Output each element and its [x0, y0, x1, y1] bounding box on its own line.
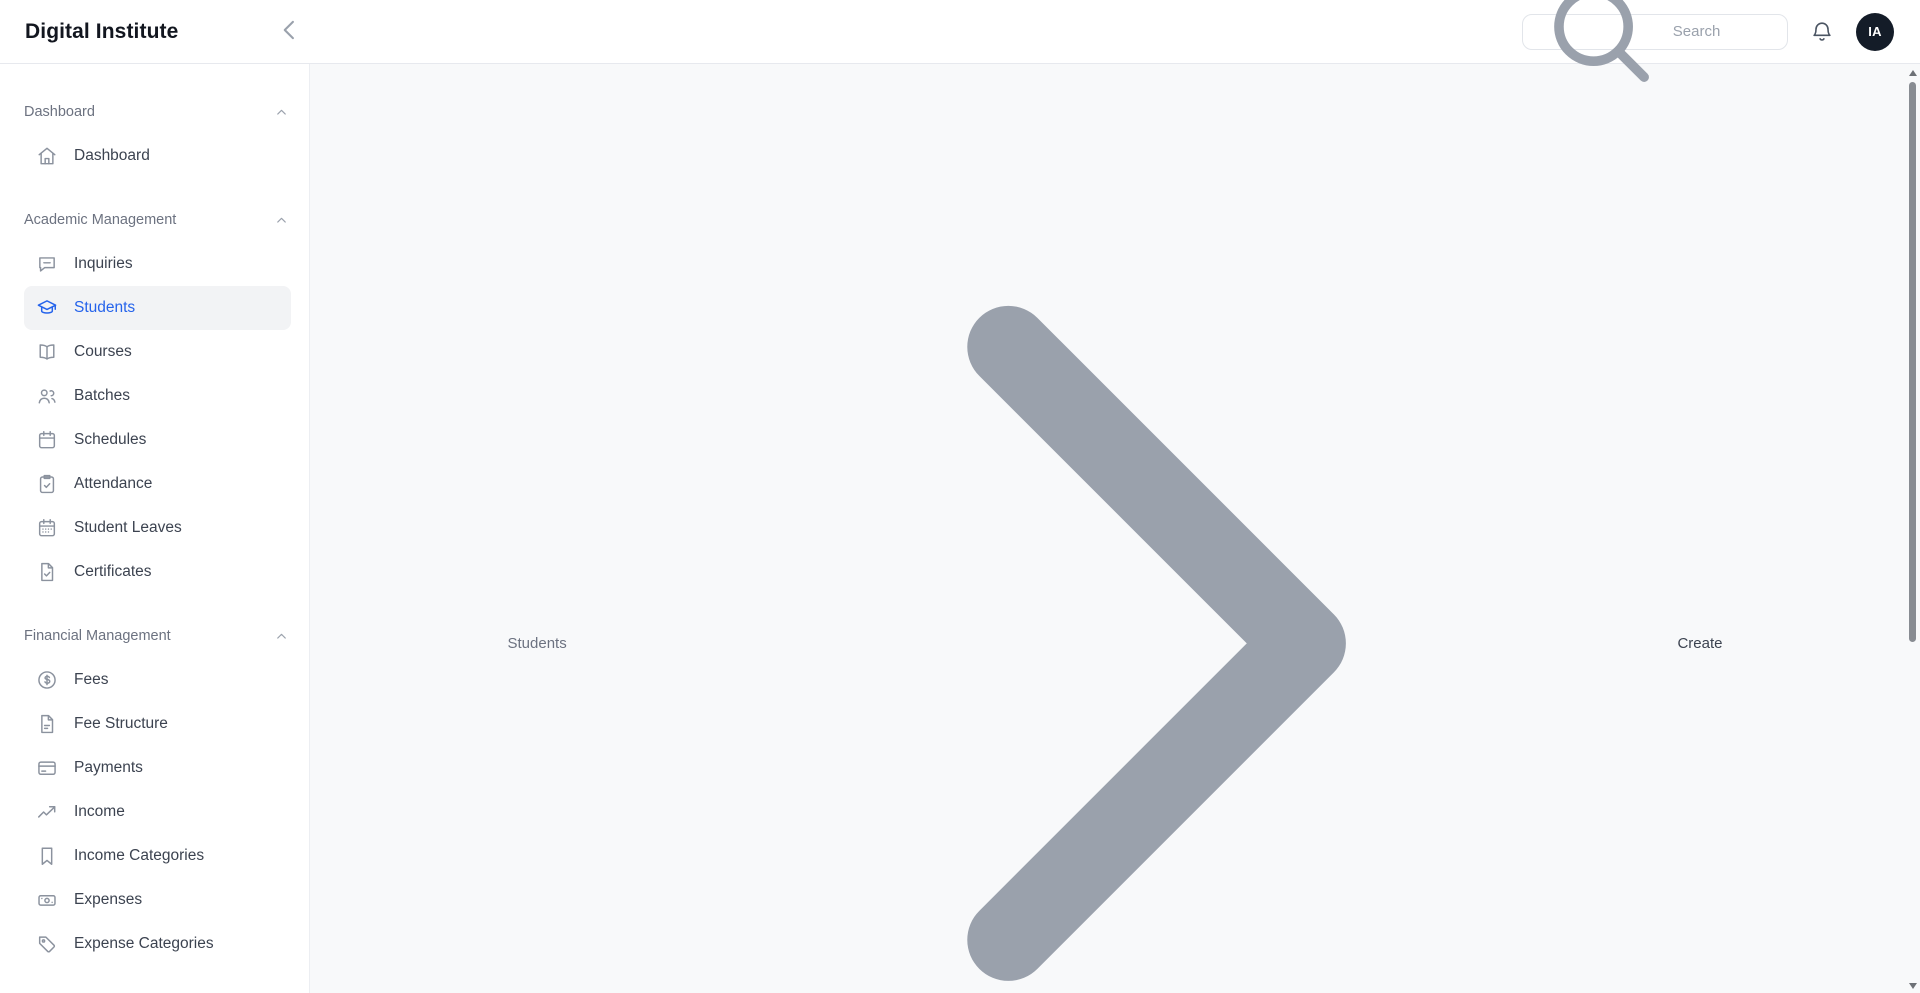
book-icon [36, 341, 58, 363]
sidebar-item-label: Inquiries [74, 255, 133, 272]
sidebar-section-academic-management: Academic Management Inquiries Students Cour… [24, 212, 291, 594]
trending-up-icon [36, 801, 58, 823]
chevron-up-icon [274, 213, 289, 228]
sidebar-section-header-academic-management[interactable]: Academic Management [24, 212, 291, 242]
doc-lines-icon [36, 713, 58, 735]
sidebar-item-label: Courses [74, 343, 132, 360]
sidebar-item-label: Dashboard [74, 147, 150, 164]
sidebar: Dashboard Dashboard Academic Management Inq… [0, 64, 310, 993]
sidebar-section-label: Financial Management [24, 628, 171, 644]
sidebar-item-batches[interactable]: Batches [24, 374, 291, 418]
sidebar-item-students[interactable]: Students [24, 286, 291, 330]
sidebar-item-dashboard[interactable]: Dashboard [24, 134, 291, 178]
sidebar-item-expense-categories[interactable]: Expense Categories [24, 922, 291, 966]
sidebar-item-student-leaves[interactable]: Student Leaves [24, 506, 291, 550]
chevron-right-icon [575, 96, 1670, 993]
sidebar-item-label: Batches [74, 387, 131, 404]
banknote-icon [36, 889, 58, 911]
bookmark-icon [36, 845, 58, 867]
sidebar-section-header-dashboard[interactable]: Dashboard [24, 104, 291, 134]
notifications-button[interactable] [1810, 20, 1834, 44]
chat-icon [36, 253, 58, 275]
sidebar-item-schedules[interactable]: Schedules [24, 418, 291, 462]
home-icon [36, 145, 58, 167]
sidebar-item-expenses[interactable]: Expenses [24, 878, 291, 922]
sidebar-item-label: Income [74, 803, 125, 820]
sidebar-section-label: Academic Management [24, 212, 177, 228]
sidebar-item-fee-structure[interactable]: Fee Structure [24, 702, 291, 746]
breadcrumb-students[interactable]: Students [507, 634, 567, 652]
sidebar-item-label: Payments [74, 759, 143, 776]
top-bar: Digital Institute IA [0, 0, 1920, 82]
calendar-grid-icon [36, 517, 58, 539]
sidebar-item-label: Attendance [74, 475, 153, 492]
users-icon [36, 385, 58, 407]
sidebar-item-income-categories[interactable]: Income Categories [24, 834, 291, 878]
tag-icon [36, 933, 58, 955]
sidebar-item-fees[interactable]: Fees [24, 658, 291, 702]
scroll-down-arrow-icon[interactable] [1909, 983, 1917, 989]
brand-logo: Digital Institute [25, 19, 179, 43]
sidebar-item-payments[interactable]: Payments [24, 746, 291, 790]
calendar-icon [36, 429, 58, 451]
sidebar-item-income[interactable]: Income [24, 790, 291, 834]
sidebar-item-label: Income Categories [74, 847, 205, 864]
credit-card-icon [36, 757, 58, 779]
sidebar-item-label: Student Leaves [74, 519, 182, 536]
chevron-up-icon [274, 105, 289, 120]
doc-check-icon [36, 561, 58, 583]
chevron-up-icon [274, 629, 289, 644]
sidebar-section-dashboard: Dashboard Dashboard [24, 104, 291, 178]
scroll-up-arrow-icon[interactable] [1909, 70, 1917, 76]
sidebar-item-label: Students [74, 299, 136, 316]
sidebar-item-attendance[interactable]: Attendance [24, 462, 291, 506]
topbar-right: IA [1522, 0, 1920, 82]
sidebar-section-financial-management: Financial Management Fees Fee Structure Pay… [24, 628, 291, 966]
main-area: Students Create Create Student Personal … [310, 64, 1920, 993]
dollar-circle-icon [36, 669, 58, 691]
sidebar-item-label: Schedules [74, 431, 147, 448]
sidebar-scrollbar-thumb[interactable] [1909, 82, 1916, 642]
sidebar-scrollbar[interactable] [1906, 64, 1919, 993]
bell-icon [1810, 20, 1834, 44]
sidebar-section-header-financial-management[interactable]: Financial Management [24, 628, 291, 658]
breadcrumb-create[interactable]: Create [1677, 634, 1723, 652]
sidebar-item-courses[interactable]: Courses [24, 330, 291, 374]
search-icon [1535, 0, 1663, 95]
sidebar-item-label: Expense Categories [74, 935, 214, 952]
sidebar-item-label: Fee Structure [74, 715, 168, 732]
sidebar-section-label: Dashboard [24, 104, 95, 120]
breadcrumb: Students Create [508, 96, 1723, 993]
sidebar-item-inquiries[interactable]: Inquiries [24, 242, 291, 286]
sidebar-item-label: Fees [74, 671, 109, 688]
avatar[interactable]: IA [1856, 12, 1894, 51]
sidebar-item-certificates[interactable]: Certificates [24, 550, 291, 594]
chevron-left-icon [276, 16, 304, 49]
sidebar-item-label: Certificates [74, 563, 152, 580]
graduation-cap-icon [36, 297, 58, 319]
search-input[interactable] [1672, 23, 1775, 40]
global-search[interactable] [1522, 0, 1788, 82]
sidebar-item-label: Expenses [74, 891, 143, 908]
sidebar-collapse-button[interactable] [276, 18, 304, 46]
clipboard-check-icon [36, 473, 58, 495]
